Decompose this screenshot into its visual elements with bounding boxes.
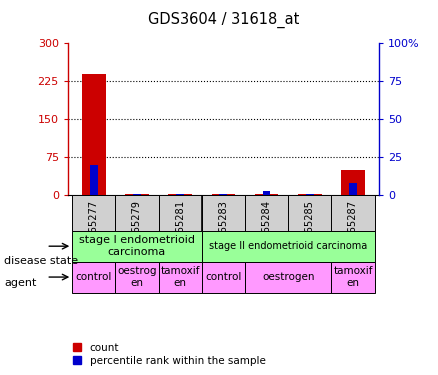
Text: GSM65279: GSM65279 <box>132 201 142 250</box>
Text: GSM65281: GSM65281 <box>175 201 185 250</box>
Text: oestrog
en: oestrog en <box>117 266 157 288</box>
FancyBboxPatch shape <box>332 262 374 292</box>
Text: tamoxif
en: tamoxif en <box>160 266 200 288</box>
FancyBboxPatch shape <box>115 195 159 231</box>
FancyBboxPatch shape <box>288 195 332 231</box>
FancyBboxPatch shape <box>159 195 202 231</box>
FancyBboxPatch shape <box>159 262 202 292</box>
Bar <box>219 194 227 195</box>
FancyBboxPatch shape <box>202 231 374 262</box>
Text: GSM65284: GSM65284 <box>261 201 272 250</box>
Text: oestrogen: oestrogen <box>262 272 314 282</box>
FancyBboxPatch shape <box>202 262 245 292</box>
Text: stage I endometrioid
carcinoma: stage I endometrioid carcinoma <box>79 236 195 257</box>
FancyBboxPatch shape <box>245 262 332 292</box>
Bar <box>306 194 314 195</box>
Bar <box>177 194 184 195</box>
Bar <box>341 170 365 195</box>
Text: GSM65277: GSM65277 <box>89 201 99 250</box>
Text: stage II endometrioid carcinoma: stage II endometrioid carcinoma <box>209 241 367 251</box>
Text: agent: agent <box>4 278 37 288</box>
FancyBboxPatch shape <box>72 262 115 292</box>
Text: GSM65287: GSM65287 <box>348 201 358 250</box>
Bar <box>349 183 357 195</box>
Bar <box>82 74 106 195</box>
Bar <box>90 165 98 195</box>
FancyBboxPatch shape <box>245 195 288 231</box>
Text: GSM65285: GSM65285 <box>305 201 315 250</box>
Legend: count, percentile rank within the sample: count, percentile rank within the sample <box>73 343 265 366</box>
FancyBboxPatch shape <box>72 195 115 231</box>
Text: tamoxif
en: tamoxif en <box>333 266 373 288</box>
Bar <box>133 194 141 195</box>
FancyBboxPatch shape <box>115 262 159 292</box>
Text: disease state: disease state <box>4 256 78 266</box>
Bar <box>212 194 235 195</box>
Text: control: control <box>76 272 112 282</box>
Text: control: control <box>205 272 242 282</box>
Bar <box>263 190 270 195</box>
FancyBboxPatch shape <box>332 195 374 231</box>
FancyBboxPatch shape <box>72 231 202 262</box>
Text: GSM65283: GSM65283 <box>219 201 228 250</box>
Bar <box>125 194 149 195</box>
Bar <box>298 194 321 195</box>
Text: GDS3604 / 31618_at: GDS3604 / 31618_at <box>148 12 299 28</box>
Bar <box>254 194 279 195</box>
Bar <box>168 194 192 195</box>
FancyBboxPatch shape <box>202 195 245 231</box>
